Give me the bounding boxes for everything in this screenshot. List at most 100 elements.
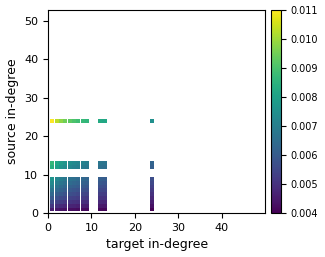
Point xyxy=(67,192,72,196)
Point xyxy=(72,188,77,192)
Point xyxy=(84,196,90,200)
X-axis label: target in-degree: target in-degree xyxy=(106,238,208,251)
Point xyxy=(58,180,64,185)
Point xyxy=(54,196,59,200)
Point xyxy=(84,200,90,204)
Point xyxy=(102,204,107,208)
Point xyxy=(58,165,64,169)
Point xyxy=(76,204,81,208)
Point xyxy=(80,184,85,188)
Point xyxy=(80,188,85,192)
Point xyxy=(80,177,85,181)
Point xyxy=(50,177,55,181)
Point xyxy=(80,200,85,204)
Point xyxy=(63,192,68,196)
Point xyxy=(80,165,85,169)
Point xyxy=(63,188,68,192)
Point xyxy=(150,184,155,188)
Point xyxy=(72,119,77,123)
Point xyxy=(72,184,77,188)
Point xyxy=(84,161,90,165)
Point xyxy=(98,165,103,169)
Point xyxy=(102,184,107,188)
Point xyxy=(98,204,103,208)
Point xyxy=(76,180,81,185)
Point xyxy=(58,119,64,123)
Point xyxy=(80,196,85,200)
Point xyxy=(50,119,55,123)
Point xyxy=(58,192,64,196)
Point xyxy=(67,184,72,188)
Point xyxy=(67,180,72,185)
Point xyxy=(84,184,90,188)
Point xyxy=(102,207,107,211)
Point xyxy=(76,165,81,169)
Point xyxy=(67,200,72,204)
Point xyxy=(98,188,103,192)
Point xyxy=(67,161,72,165)
Point xyxy=(150,196,155,200)
Point xyxy=(102,161,107,165)
Point xyxy=(58,177,64,181)
Point xyxy=(84,180,90,185)
Point xyxy=(76,119,81,123)
Point xyxy=(102,165,107,169)
Point xyxy=(50,204,55,208)
Point xyxy=(80,204,85,208)
Point xyxy=(54,188,59,192)
Point xyxy=(80,119,85,123)
Point xyxy=(150,119,155,123)
Point xyxy=(54,184,59,188)
Point xyxy=(150,161,155,165)
Point xyxy=(50,180,55,185)
Point xyxy=(76,188,81,192)
Point xyxy=(84,165,90,169)
Point xyxy=(76,161,81,165)
Point xyxy=(54,200,59,204)
Point xyxy=(54,119,59,123)
Point xyxy=(50,184,55,188)
Y-axis label: source in-degree: source in-degree xyxy=(6,59,19,164)
Point xyxy=(54,165,59,169)
Point xyxy=(76,196,81,200)
Point xyxy=(72,165,77,169)
Point xyxy=(84,188,90,192)
Point xyxy=(98,200,103,204)
Point xyxy=(63,177,68,181)
Point xyxy=(98,180,103,185)
Point xyxy=(102,200,107,204)
Point xyxy=(50,196,55,200)
Point xyxy=(63,119,68,123)
Point xyxy=(76,207,81,211)
Point xyxy=(80,180,85,185)
Point xyxy=(98,192,103,196)
Point xyxy=(84,119,90,123)
Point xyxy=(63,204,68,208)
Point xyxy=(58,196,64,200)
Point xyxy=(150,204,155,208)
Point xyxy=(50,161,55,165)
Point xyxy=(54,177,59,181)
Point xyxy=(50,192,55,196)
Point xyxy=(80,161,85,165)
Point xyxy=(63,200,68,204)
Point xyxy=(150,165,155,169)
Point xyxy=(63,161,68,165)
Point xyxy=(72,161,77,165)
Point xyxy=(58,204,64,208)
Point xyxy=(58,184,64,188)
Point xyxy=(63,165,68,169)
Point xyxy=(72,180,77,185)
Point xyxy=(72,196,77,200)
Point xyxy=(80,192,85,196)
Point xyxy=(76,192,81,196)
Point xyxy=(54,180,59,185)
Point xyxy=(67,165,72,169)
Point xyxy=(50,207,55,211)
Point xyxy=(54,204,59,208)
Point xyxy=(98,177,103,181)
Point xyxy=(102,192,107,196)
Point xyxy=(54,161,59,165)
Point xyxy=(150,192,155,196)
Point xyxy=(98,196,103,200)
